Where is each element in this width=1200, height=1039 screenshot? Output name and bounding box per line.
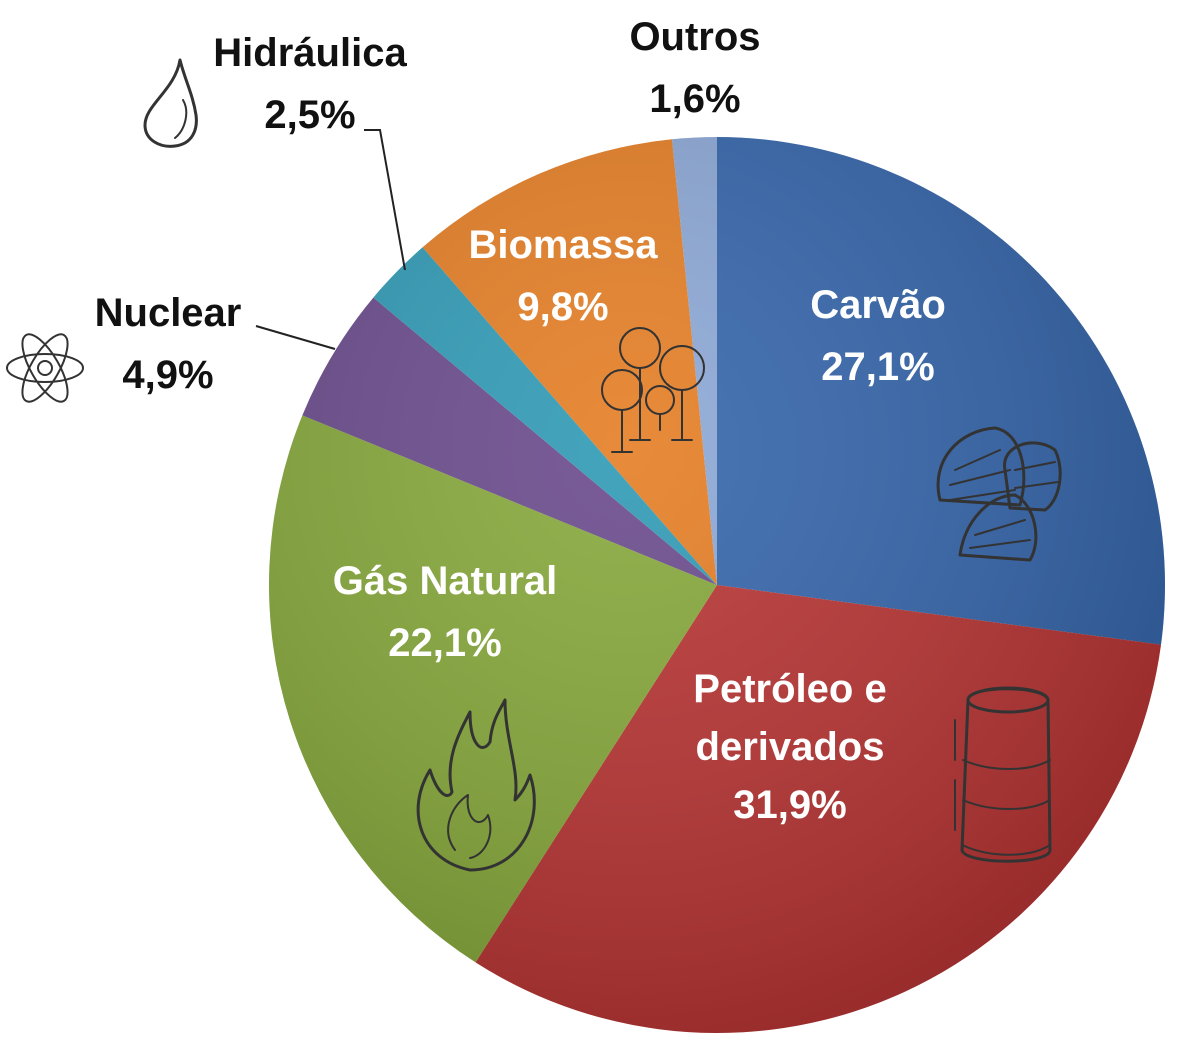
slice-value-outros: 1,6%	[649, 77, 740, 121]
leader-lines	[255, 129, 406, 350]
atom-icon	[6, 333, 84, 403]
slice-name-outros: Outros	[629, 15, 760, 59]
label-group-carvao: Carvão 27,1%	[810, 283, 946, 389]
slice-labels: Carvão 27,1% Petróleo e derivados 31,9% Gás N…	[95, 15, 946, 827]
water-drop-icon	[143, 58, 198, 148]
slice-name-gas-natural: Gás Natural	[333, 559, 558, 603]
slice-name-biomassa: Biomassa	[469, 223, 659, 267]
slice-name-nuclear: Nuclear	[95, 291, 242, 335]
slice-name-petroleo-e-derivados-line-1: Petróleo e	[693, 667, 886, 711]
slice-carvao	[717, 137, 1165, 645]
slice-name-carvao: Carvão	[810, 283, 946, 327]
trees-icon	[601, 327, 705, 453]
slice-value-hidraulica: 2,5%	[264, 93, 355, 137]
label-group-petroleo-e-derivados: Petróleo e derivados 31,9%	[693, 667, 886, 827]
label-group-nuclear: Nuclear 4,9%	[95, 291, 242, 397]
slice-value-gas-natural: 22,1%	[388, 621, 501, 665]
slice-value-biomassa: 9,8%	[517, 285, 608, 329]
oil-barrel-icon	[954, 686, 1052, 863]
label-group-gas-natural: Gás Natural 22,1%	[333, 559, 558, 665]
label-group-outros: Outros 1,6%	[629, 15, 760, 121]
slice-name-hidraulica: Hidráulica	[213, 31, 407, 75]
slice-icons	[6, 58, 1062, 872]
slice-value-nuclear: 4,9%	[122, 353, 213, 397]
slice-value-carvao: 27,1%	[821, 345, 934, 389]
label-group-biomassa: Biomassa 9,8%	[469, 223, 659, 329]
slice-value-petroleo-e-derivados: 31,9%	[733, 783, 846, 827]
slice-name-petroleo-e-derivados-line-2: derivados	[696, 725, 885, 769]
flame-icon	[416, 698, 536, 872]
leader-line-hidraulica	[364, 129, 406, 271]
leader-line-nuclear	[255, 325, 336, 350]
label-group-hidraulica: Hidráulica 2,5%	[213, 31, 407, 137]
coal-icon	[936, 426, 1062, 562]
